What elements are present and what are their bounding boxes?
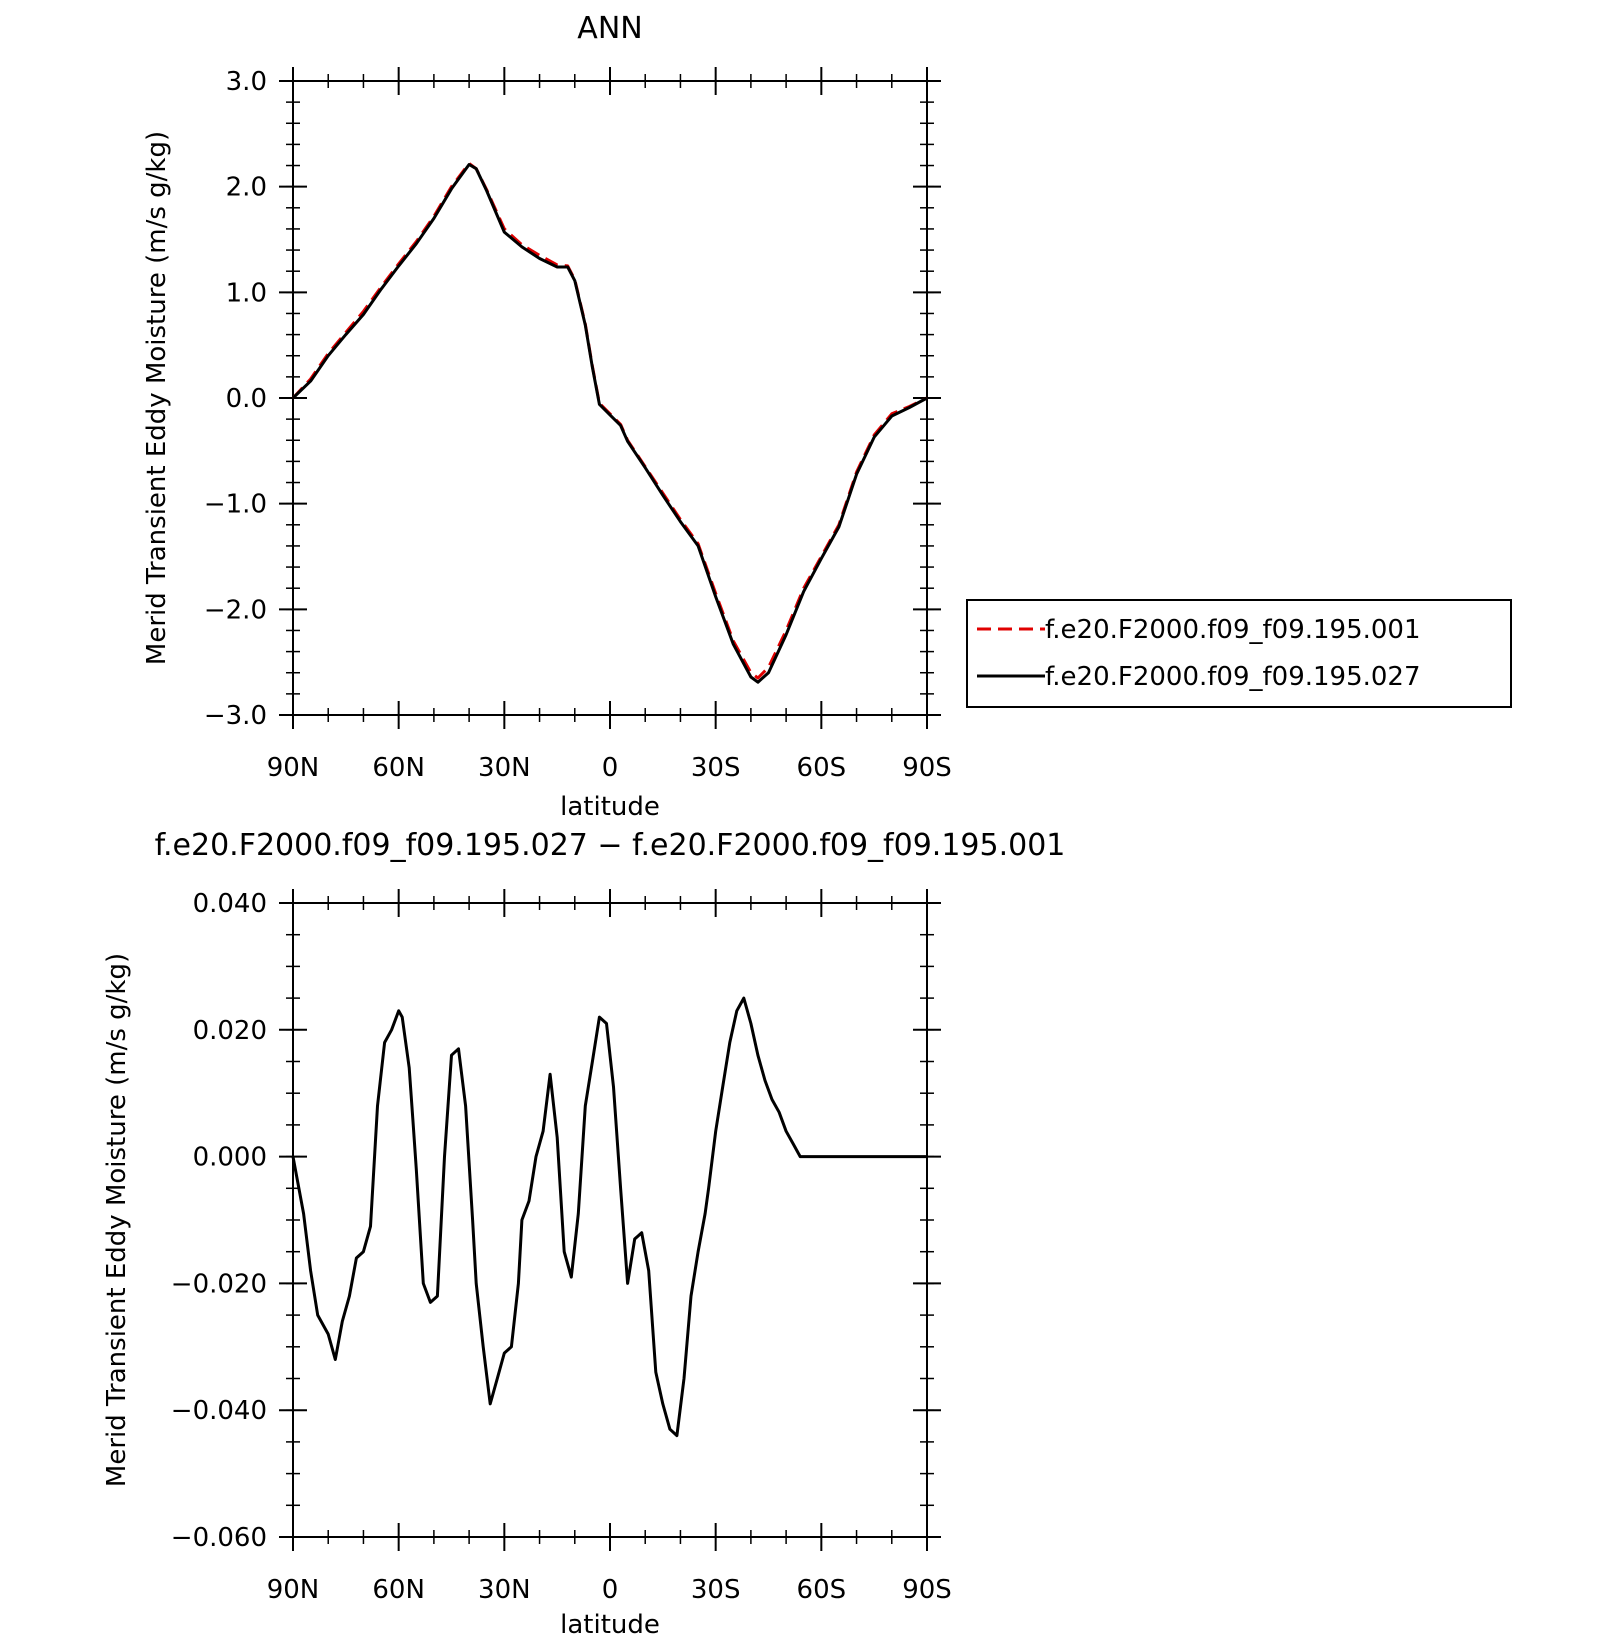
- y-tick-label: −0.040: [171, 1396, 267, 1426]
- y-tick-label: 0.020: [193, 1016, 267, 1046]
- x-tick-label: 30S: [691, 1575, 741, 1605]
- x-tick-label: 0: [602, 1575, 619, 1605]
- plot-frame: [292, 902, 928, 1538]
- y-tick-label: 1.0: [226, 278, 267, 308]
- difference-chart: f.e20.F2000.f09_f09.195.027 − f.e20.F200…: [102, 828, 1065, 1635]
- y-tick-label: −2.0: [204, 595, 267, 625]
- series-line-1: [291, 163, 928, 684]
- y-tick-label: 0.0: [226, 384, 267, 414]
- y-tick-label: 2.0: [226, 173, 267, 203]
- chart-title: ANN: [577, 11, 642, 46]
- y-tick-label: −3.0: [204, 701, 267, 731]
- y-axis-title: Merid Transient Eddy Moisture (m/s g/kg): [142, 131, 172, 665]
- plot-frame: [292, 80, 928, 716]
- x-tick-label: 60S: [797, 753, 847, 783]
- x-tick-label: 60N: [372, 1575, 425, 1605]
- legend: f.e20.F2000.f09_f09.195.001 f.e20.F2000.f…: [966, 599, 1512, 708]
- x-tick-label: 60S: [797, 1575, 847, 1605]
- x-tick-label: 60N: [372, 753, 425, 783]
- x-tick-label: 0: [602, 753, 619, 783]
- legend-label: f.e20.F2000.f09_f09.195.027: [1045, 662, 1421, 692]
- y-tick-label: −1.0: [204, 490, 267, 520]
- x-tick-label: 90N: [267, 1575, 320, 1605]
- x-tick-label: 30N: [478, 753, 531, 783]
- y-tick-label: −0.020: [171, 1269, 267, 1299]
- y-tick-label: 0.000: [193, 1143, 267, 1173]
- x-tick-label: 30N: [478, 1575, 531, 1605]
- x-axis-title: latitude: [560, 1610, 660, 1635]
- legend-frame: [966, 599, 1512, 708]
- legend-label: f.e20.F2000.f09_f09.195.001: [1045, 615, 1421, 645]
- chart-title: f.e20.F2000.f09_f09.195.027 − f.e20.F200…: [155, 828, 1066, 863]
- x-tick-label: 90N: [267, 753, 320, 783]
- series-line-0: [291, 161, 928, 680]
- y-tick-label: 0.040: [193, 889, 267, 919]
- y-tick-label: −0.060: [171, 1523, 267, 1553]
- y-tick-label: 3.0: [226, 67, 267, 97]
- y-axis-title: Merid Transient Eddy Moisture (m/s g/kg): [102, 953, 132, 1487]
- x-tick-label: 90S: [902, 1575, 952, 1605]
- x-tick-label: 30S: [691, 753, 741, 783]
- x-axis-title: latitude: [560, 792, 660, 822]
- x-tick-label: 90S: [902, 753, 952, 783]
- series-line-0: [291, 996, 927, 1438]
